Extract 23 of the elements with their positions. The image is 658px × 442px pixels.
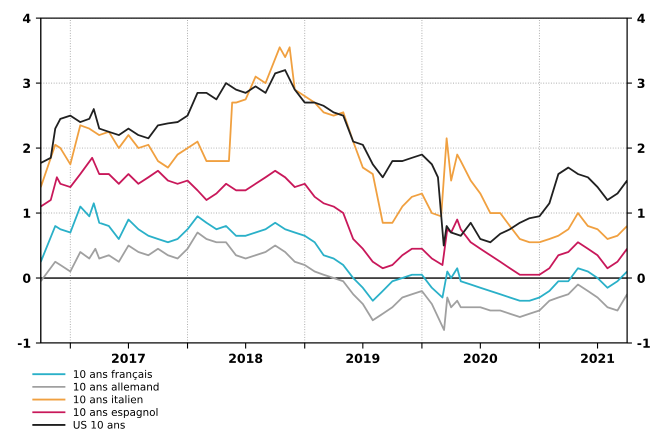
x-tick-label: 2019 bbox=[346, 354, 380, 364]
y2-tick-label: 4 bbox=[637, 14, 645, 23]
y-tick-label: 0 bbox=[22, 273, 30, 283]
y2-tick-label: 1 bbox=[638, 208, 645, 218]
y-tick-label: -1 bbox=[18, 338, 30, 348]
x-tick-label: 2018 bbox=[229, 354, 262, 364]
x-tick-label: 2021 bbox=[581, 354, 614, 364]
x-tick-label: 2017 bbox=[112, 354, 145, 364]
y2-tick-label: 3 bbox=[638, 78, 644, 88]
y-tick-label: 1 bbox=[24, 208, 30, 218]
line-series bbox=[40, 156, 628, 276]
legend-label: US 10 ans bbox=[74, 420, 125, 429]
legend-label: 10 ans allemand bbox=[74, 382, 158, 391]
legend-label: 10 ans espagnol bbox=[74, 408, 158, 418]
x-tick-label: 2020 bbox=[464, 354, 498, 364]
y2-tick-label: 0 bbox=[637, 273, 645, 283]
legend-label: 10 ans français bbox=[74, 370, 152, 380]
legend-label: 10 ans italien bbox=[74, 395, 142, 404]
y-tick-label: 2 bbox=[23, 144, 30, 153]
y2-tick-label: 2 bbox=[638, 144, 644, 153]
y-tick-label: 3 bbox=[23, 78, 30, 88]
y2-tick-label: -1 bbox=[637, 338, 650, 348]
y-tick-label: 4 bbox=[22, 14, 30, 23]
